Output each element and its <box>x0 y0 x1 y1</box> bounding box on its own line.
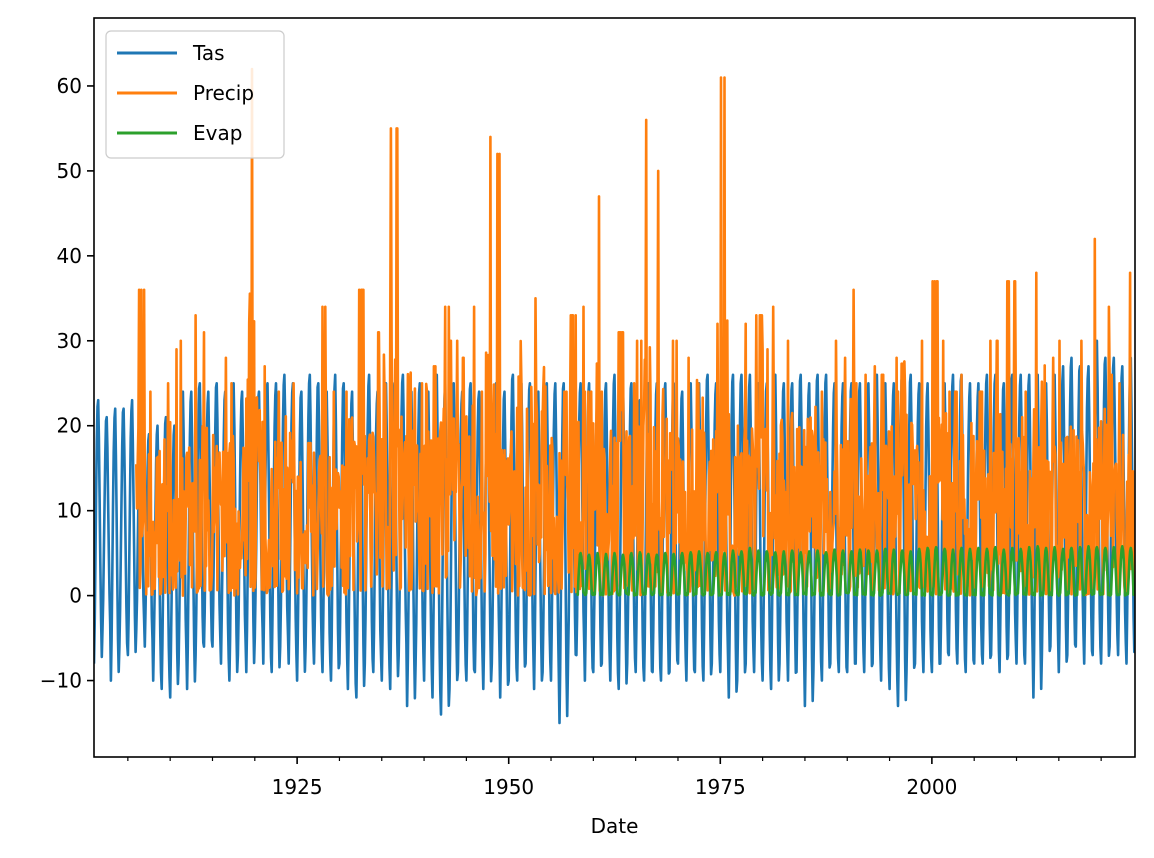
series-line-evap <box>575 544 1135 597</box>
x-axis-title: Date <box>591 814 639 838</box>
y-tick-label: 20 <box>57 414 82 438</box>
x-tick-label: 1950 <box>483 775 534 799</box>
legend-label-evap: Evap <box>193 121 242 145</box>
y-tick-label: 60 <box>57 74 82 98</box>
series-layer <box>94 67 1135 725</box>
legend-label-precip: Precip <box>193 81 254 105</box>
y-tick-label: 0 <box>69 584 82 608</box>
legend-label-tas: Tas <box>192 41 225 65</box>
y-tick-label: 10 <box>57 499 82 523</box>
legend: Tas Precip Evap <box>105 30 285 159</box>
legend-box <box>105 30 285 159</box>
y-tick-label: 30 <box>57 329 82 353</box>
x-tick-label: 1975 <box>695 775 746 799</box>
axes-layer: −10 0 10 20 30 40 50 60 1925 1950 1975 2000 <box>40 74 1102 799</box>
y-tick-label: −10 <box>40 669 82 693</box>
x-tick-label: 1925 <box>272 775 323 799</box>
y-tick-label: 40 <box>57 244 82 268</box>
x-tick-label: 2000 <box>906 775 957 799</box>
plot-frame <box>93 17 1136 758</box>
y-tick-label: 50 <box>57 159 82 183</box>
